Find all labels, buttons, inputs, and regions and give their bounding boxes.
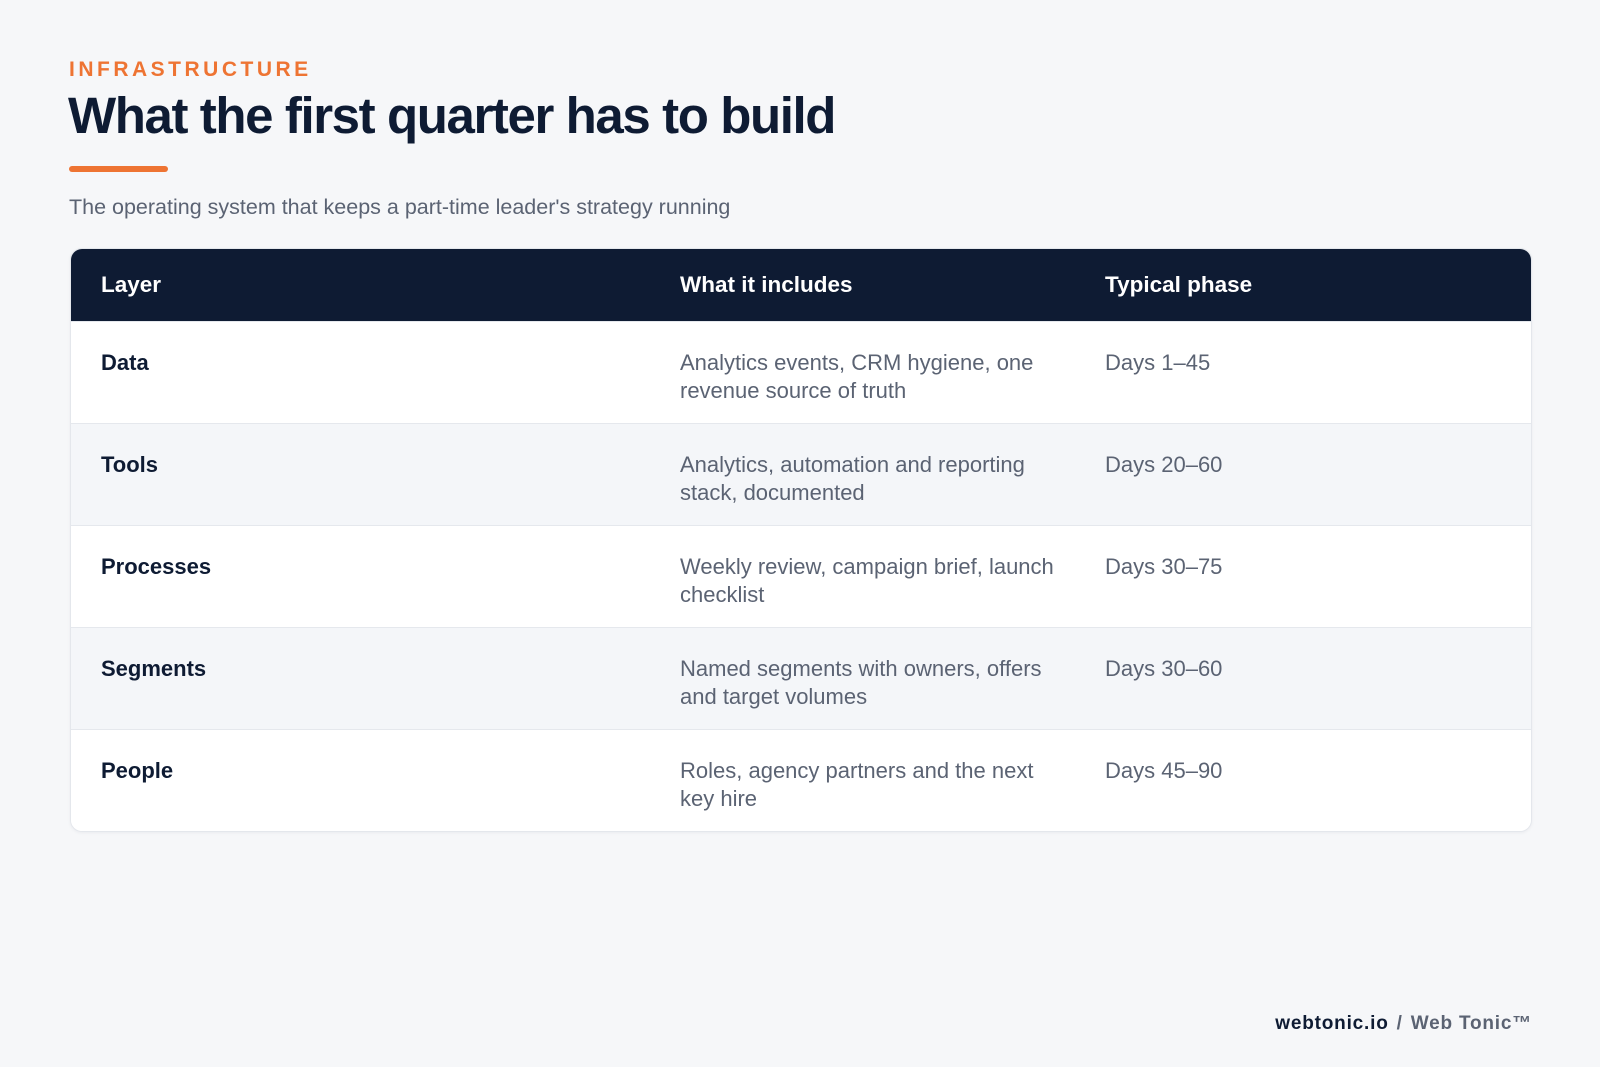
table-row: Data Analytics events, CRM hygiene, one … bbox=[71, 321, 1531, 423]
includes-cell: Roles, agency partners and the next key … bbox=[680, 758, 1034, 811]
table-row: People Roles, agency partners and the ne… bbox=[71, 729, 1531, 831]
table-row: Segments Named segments with owners, off… bbox=[71, 627, 1531, 729]
table-row: Tools Analytics, automation and reportin… bbox=[71, 423, 1531, 525]
footer-site: webtonic.io bbox=[1275, 1013, 1389, 1034]
layer-cell: People bbox=[101, 758, 174, 783]
column-header-layer: Layer bbox=[101, 272, 162, 297]
layer-cell: Segments bbox=[101, 656, 207, 681]
infrastructure-table: Layer What it includes Typical phase Dat… bbox=[70, 248, 1532, 832]
column-header-phase: Typical phase bbox=[1105, 272, 1253, 297]
layer-cell: Processes bbox=[101, 554, 212, 579]
phase-cell: Days 30–60 bbox=[1105, 656, 1223, 681]
layer-cell: Data bbox=[101, 350, 149, 375]
phase-cell: Days 30–75 bbox=[1105, 554, 1223, 579]
title-accent-bar bbox=[69, 166, 168, 172]
table-header: Layer What it includes Typical phase bbox=[71, 249, 1531, 321]
includes-cell: Analytics events, CRM hygiene, one reven… bbox=[680, 350, 1034, 403]
includes-cell: Analytics, automation and reporting stac… bbox=[680, 452, 1025, 505]
table-row: Processes Weekly review, campaign brief,… bbox=[71, 525, 1531, 627]
phase-cell: Days 45–90 bbox=[1105, 758, 1223, 783]
includes-cell: Named segments with owners, offers and t… bbox=[680, 656, 1042, 709]
eyebrow-label: INFRASTRUCTURE bbox=[69, 58, 312, 81]
page-title: What the first quarter has to build bbox=[68, 87, 836, 144]
includes-cell: Weekly review, campaign brief, launch ch… bbox=[680, 554, 1054, 607]
column-header-includes: What it includes bbox=[680, 272, 853, 297]
footer-separator: / bbox=[1396, 1013, 1403, 1034]
phase-cell: Days 20–60 bbox=[1105, 452, 1223, 477]
page-subtitle: The operating system that keeps a part-t… bbox=[69, 195, 731, 219]
phase-cell: Days 1–45 bbox=[1105, 350, 1211, 375]
layer-cell: Tools bbox=[101, 452, 159, 477]
footer-brand-name: Web Tonic™ bbox=[1410, 1013, 1532, 1034]
footer-brand: webtonic.io / Web Tonic™ bbox=[1275, 1013, 1532, 1035]
